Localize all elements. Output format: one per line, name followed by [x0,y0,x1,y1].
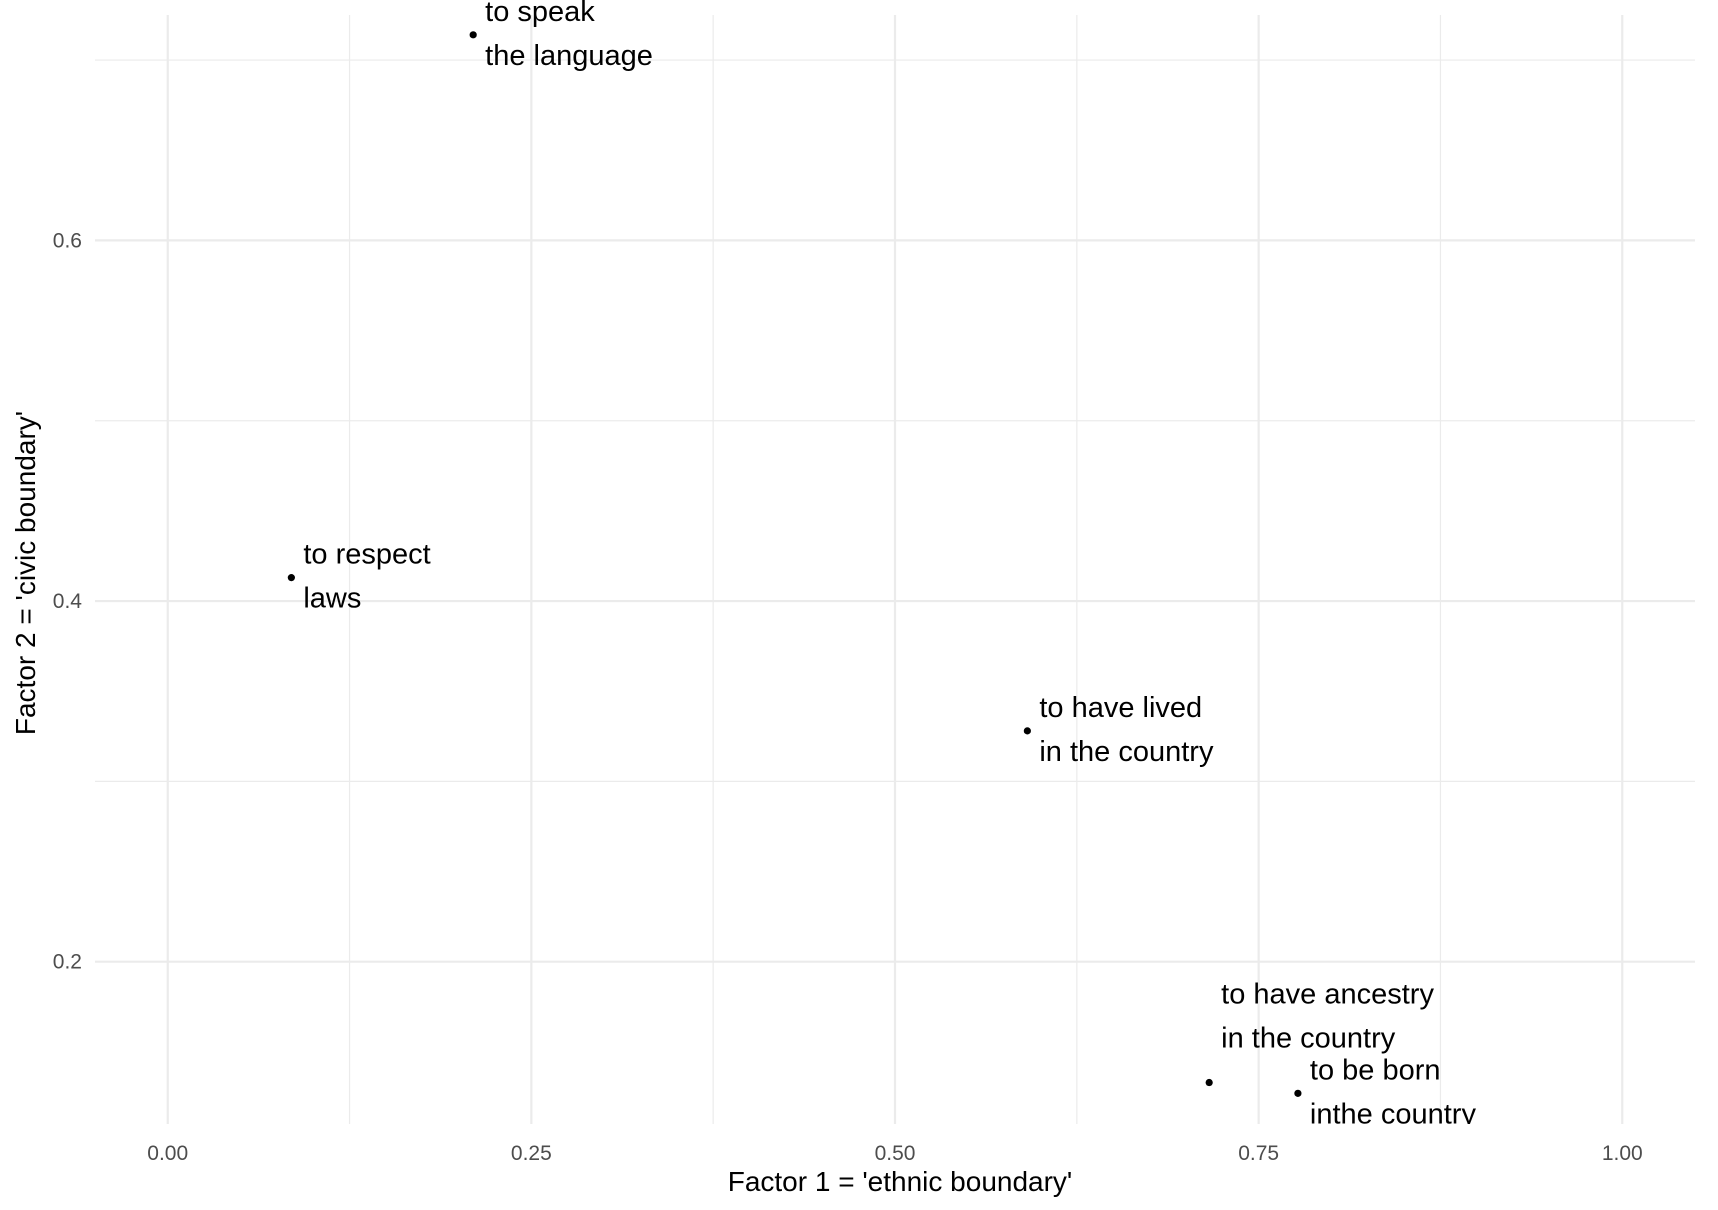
y-axis-tick-labels: 0.2 0.4 0.6 [53,229,83,973]
y-tick-label: 0.4 [53,590,83,613]
data-label: to speak the language [485,0,653,72]
data-point [1205,1078,1213,1087]
data-label: to have ancestry in the country [1221,979,1434,1055]
x-tick-label: 0.75 [1238,1142,1279,1165]
data-label: to be born inthe country [1310,1054,1477,1130]
x-axis-title: Factor 1 = 'ethnic boundary' [728,1166,1073,1197]
x-axis-tick-labels: 0.00 0.25 0.50 0.75 1.00 [147,1142,1642,1165]
data-labels: to speak the language to respect laws to hav… [303,0,1477,1130]
x-tick-label: 0.25 [511,1142,552,1165]
data-point [469,31,477,39]
data-point [287,574,295,582]
y-axis-title: Factor 2 = 'civic boundary' [10,411,41,735]
x-tick-label: 1.00 [1602,1142,1643,1165]
data-label: to respect laws [303,539,430,615]
y-tick-label: 0.6 [53,229,82,252]
x-tick-label: 0.50 [875,1142,916,1165]
grid [95,15,1695,1124]
y-tick-label: 0.2 [53,951,82,974]
data-point [1294,1089,1302,1097]
data-points [287,31,1302,1097]
data-label: to have lived in the country [1039,692,1214,768]
data-point [1023,727,1031,735]
x-tick-label: 0.00 [147,1142,188,1165]
